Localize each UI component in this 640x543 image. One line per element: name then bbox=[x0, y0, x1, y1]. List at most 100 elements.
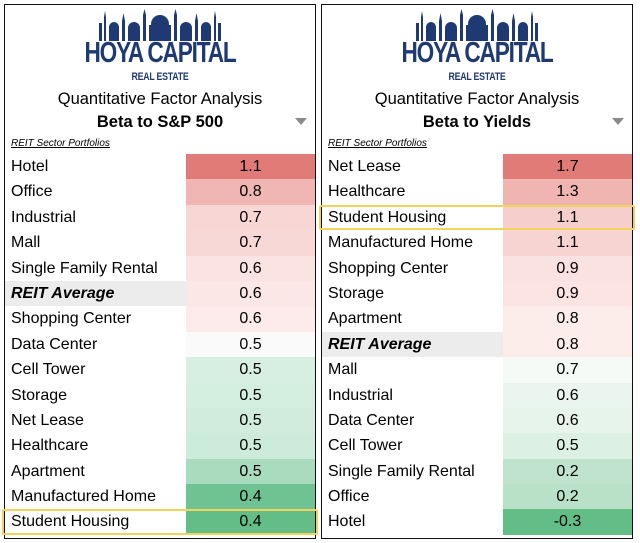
beta-value: 0.8 bbox=[186, 179, 315, 205]
table-row: REIT Average 0.8 bbox=[322, 331, 632, 358]
sector-label: Cell Tower bbox=[11, 361, 86, 379]
beta-value: 0.6 bbox=[503, 382, 632, 408]
sector-label: Student Housing bbox=[11, 513, 130, 531]
sector-label: Storage bbox=[328, 284, 385, 302]
section-label: REIT Sector Portfolios bbox=[11, 138, 110, 149]
sector-label: Apartment bbox=[328, 310, 402, 328]
beta-value: 0.5 bbox=[186, 433, 315, 459]
table-row: Shopping Center 0.9 bbox=[322, 255, 632, 281]
brand-subtitle: REAL ESTATE bbox=[131, 71, 189, 83]
beta-value: 0.7 bbox=[503, 357, 632, 383]
beta-value: 0.2 bbox=[503, 484, 632, 510]
brand-subtitle: REAL ESTATE bbox=[448, 71, 506, 83]
sector-label: Hotel bbox=[328, 513, 366, 531]
skyline-icon bbox=[99, 9, 221, 41]
factor-table: Net Lease 1.7 Healthcare 1.3 Student Housing… bbox=[319, 154, 635, 535]
table-row: Healthcare 1.3 bbox=[322, 179, 632, 205]
sector-label: REIT Average bbox=[322, 331, 503, 358]
table-row: Hotel -0.3 bbox=[322, 509, 632, 535]
sector-label: Net Lease bbox=[328, 158, 401, 175]
table-row: REIT Average 0.6 bbox=[5, 280, 315, 307]
beta-value: 0.6 bbox=[186, 280, 315, 307]
dropdown-arrow-icon[interactable] bbox=[295, 118, 307, 125]
sector-label: Data Center bbox=[11, 335, 98, 353]
table-row: Office 0.2 bbox=[322, 484, 632, 510]
sector-label: Office bbox=[328, 488, 370, 506]
sector-label: Storage bbox=[11, 386, 68, 404]
panel-beta-sp500: HOYA CAPITAL REAL ESTATE Quantitative Fa… bbox=[2, 4, 318, 539]
table-row: Data Center 0.6 bbox=[322, 407, 632, 434]
beta-value: 0.4 bbox=[186, 484, 315, 510]
sector-label: Cell Tower bbox=[328, 437, 403, 455]
beta-value: 0.2 bbox=[503, 458, 632, 485]
beta-value: 0.8 bbox=[503, 306, 632, 332]
beta-value: 0.9 bbox=[503, 280, 632, 307]
beta-value: 0.6 bbox=[186, 306, 315, 332]
sector-label: Mall bbox=[11, 234, 41, 252]
table-row: Single Family Rental 0.2 bbox=[322, 458, 632, 485]
table-row: Industrial 0.7 bbox=[5, 204, 315, 231]
sector-label: Office bbox=[11, 183, 53, 201]
beta-value: 0.5 bbox=[503, 433, 632, 459]
beta-value: 1.1 bbox=[503, 204, 632, 231]
beta-value: 1.3 bbox=[503, 179, 632, 205]
table-row: Data Center 0.5 bbox=[5, 331, 315, 358]
panel-title: Quantitative Factor Analysis bbox=[374, 90, 580, 108]
factor-table: Hotel 1.1 Office 0.8 Industrial 0.7 Mall 0.7 Sin… bbox=[2, 154, 318, 535]
sector-label: Single Family Rental bbox=[328, 462, 475, 480]
beta-value: 1.7 bbox=[503, 154, 632, 180]
sector-label: Student Housing bbox=[328, 208, 447, 226]
sector-label: Apartment bbox=[11, 462, 85, 480]
dropdown-arrow-icon[interactable] bbox=[612, 118, 624, 125]
table-row: Net Lease 0.5 bbox=[5, 407, 315, 434]
sector-label: Shopping Center bbox=[328, 259, 449, 277]
beta-value: 0.7 bbox=[186, 204, 315, 231]
brand-name: HOYA CAPITAL bbox=[84, 37, 236, 69]
table-row: Healthcare 0.5 bbox=[5, 433, 315, 459]
beta-value: 0.4 bbox=[186, 509, 315, 535]
table-row: Net Lease 1.7 bbox=[322, 154, 632, 180]
beta-value: 1.1 bbox=[186, 154, 315, 180]
panel-title: Quantitative Factor Analysis bbox=[57, 90, 263, 108]
table-row: Office 0.8 bbox=[5, 179, 315, 205]
table-row: Student Housing 1.1 bbox=[319, 204, 635, 231]
sector-label: Mall bbox=[328, 361, 358, 379]
panel-subtitle: Beta to S&P 500 bbox=[96, 113, 224, 131]
beta-value: 0.8 bbox=[503, 331, 632, 358]
brand-name: HOYA CAPITAL bbox=[401, 37, 553, 69]
sector-label: Shopping Center bbox=[11, 310, 132, 328]
sector-label: Net Lease bbox=[11, 411, 84, 429]
table-row: Shopping Center 0.6 bbox=[5, 306, 315, 332]
table-row: Cell Tower 0.5 bbox=[5, 357, 315, 383]
skyline-icon bbox=[416, 9, 538, 41]
beta-value: 0.5 bbox=[186, 331, 315, 358]
panel-beta-yields: HOYA CAPITAL REAL ESTATE Quantitative Fa… bbox=[319, 4, 635, 539]
sector-label: Data Center bbox=[328, 411, 415, 429]
table-row: Apartment 0.5 bbox=[5, 458, 315, 485]
beta-value: 1.1 bbox=[503, 230, 632, 256]
beta-value: 0.7 bbox=[186, 230, 315, 256]
table-row: Industrial 0.6 bbox=[322, 382, 632, 408]
table-row: Mall 0.7 bbox=[5, 230, 315, 256]
sector-label: Single Family Rental bbox=[11, 259, 158, 277]
beta-value: 0.5 bbox=[186, 458, 315, 485]
beta-value: 0.5 bbox=[186, 382, 315, 408]
sector-label: Manufactured Home bbox=[328, 234, 473, 252]
beta-value: 0.6 bbox=[186, 255, 315, 281]
table-row: Hotel 1.1 bbox=[5, 154, 315, 180]
sector-label: REIT Average bbox=[5, 280, 186, 307]
sector-label: Hotel bbox=[11, 158, 49, 175]
table-row: Storage 0.5 bbox=[5, 382, 315, 408]
sector-label: Industrial bbox=[328, 386, 393, 404]
hoya-capital-logo: HOYA CAPITAL REAL ESTATE bbox=[5, 9, 315, 91]
table-row: Single Family Rental 0.6 bbox=[5, 255, 315, 281]
table-row: Student Housing 0.4 bbox=[2, 509, 318, 535]
sector-label: Industrial bbox=[11, 208, 76, 226]
table-row: Manufactured Home 0.4 bbox=[5, 484, 315, 510]
beta-value: 0.9 bbox=[503, 255, 632, 281]
beta-value: -0.3 bbox=[503, 509, 632, 535]
beta-value: 0.6 bbox=[503, 407, 632, 434]
sector-label: Healthcare bbox=[328, 183, 406, 201]
hoya-capital-logo: HOYA CAPITAL REAL ESTATE bbox=[322, 9, 632, 91]
sector-label: Healthcare bbox=[11, 437, 89, 455]
